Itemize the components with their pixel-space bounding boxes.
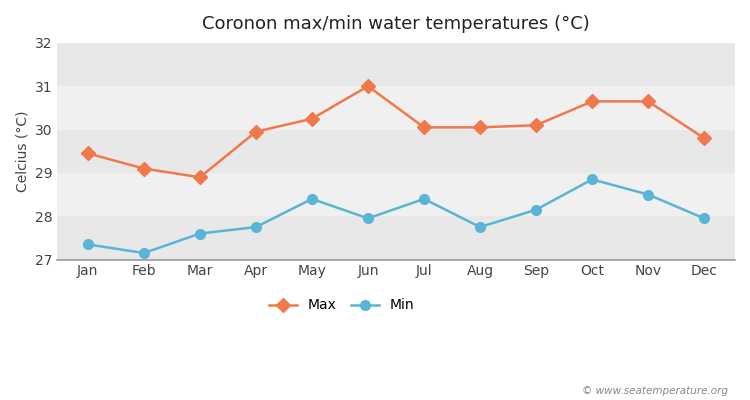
Min [364,216,373,221]
Text: © www.seatemperature.org: © www.seatemperature.org [581,386,728,396]
Min [476,225,484,230]
Max [364,84,373,89]
Max [532,123,541,128]
Max [196,175,205,180]
Min [83,242,92,247]
Line: Min: Min [83,174,709,258]
Min [644,192,652,197]
Max [587,99,596,104]
Min [700,216,709,221]
Min [251,225,260,230]
Min [587,177,596,182]
Bar [57,43,735,86]
Max [140,166,148,171]
Min [419,196,428,201]
Min [532,207,541,212]
Y-axis label: Celcius (°C): Celcius (°C) [15,110,29,192]
Bar [57,86,735,130]
Bar [57,216,735,260]
Bar [57,173,735,216]
Min [196,231,205,236]
Max [476,125,484,130]
Max [700,136,709,141]
Max [419,125,428,130]
Max [251,129,260,134]
Bar [57,130,735,173]
Max [644,99,652,104]
Max [308,116,316,121]
Max [83,151,92,156]
Min [308,196,316,201]
Line: Max: Max [83,81,709,182]
Min [140,251,148,256]
Legend: Max, Min: Max, Min [264,292,420,318]
Title: Coronon max/min water temperatures (°C): Coronon max/min water temperatures (°C) [202,15,590,33]
